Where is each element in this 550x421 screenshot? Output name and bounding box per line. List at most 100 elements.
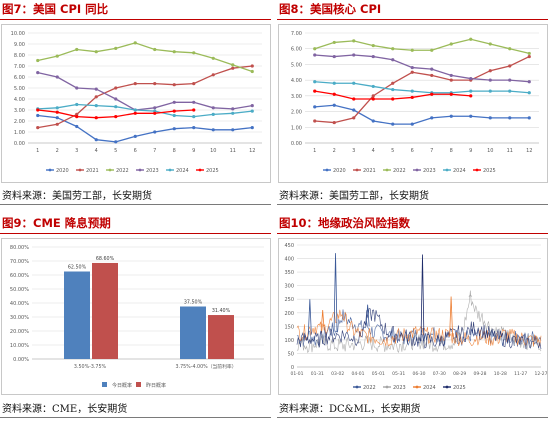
bar [92, 262, 118, 359]
data-point [250, 126, 254, 130]
data-point [352, 97, 356, 101]
data-point [332, 92, 336, 96]
data-label: 68.60% [96, 256, 115, 262]
data-point [231, 63, 235, 67]
legend-marker [108, 168, 112, 172]
data-point [352, 81, 356, 85]
data-point [94, 50, 98, 54]
y-tick-label: 3.00 [291, 94, 302, 100]
data-point [94, 87, 98, 91]
data-point [352, 108, 356, 112]
peak-spike [333, 253, 338, 332]
chart-title: 图9：CME 降息预期 [2, 216, 111, 230]
data-point [488, 69, 492, 73]
data-point [114, 86, 118, 90]
data-point [313, 105, 317, 109]
data-point [391, 47, 395, 51]
data-point [153, 47, 157, 52]
y-tick-label: 80.00% [10, 245, 29, 251]
data-point [114, 115, 118, 119]
source-note: 资料来源：DC&ML，长安期货 [279, 404, 421, 415]
data-point [250, 109, 254, 113]
series-line-2024 [314, 81, 530, 94]
legend-marker [415, 168, 419, 172]
legend-label: 2024 [453, 168, 466, 174]
data-point [36, 113, 40, 118]
data-point [133, 41, 137, 45]
legend-swatch [102, 382, 107, 387]
y-tick-label: 0.00 [291, 141, 302, 147]
data-label: 62.50% [68, 265, 87, 271]
data-point [94, 95, 98, 99]
data-point [114, 97, 118, 101]
chart-frame: 0.00 1.00 2.00 3.00 4.00 5.00 6.00 7.00 1 2 3 4 5 6 7 8… [278, 24, 548, 183]
peak-spike [468, 294, 473, 297]
data-point [192, 108, 196, 112]
y-tick-label: 1.00 [291, 125, 302, 131]
data-point [508, 64, 512, 68]
y-tick-label: 4.00 [291, 78, 302, 84]
legend-label: 2024 [423, 385, 436, 391]
y-tick-label: 1.00 [14, 130, 25, 136]
series-line-2023 [37, 71, 253, 111]
source-rule [277, 204, 548, 205]
data-point [250, 69, 254, 74]
data-point [192, 82, 196, 86]
data-point [410, 95, 414, 100]
data-point [172, 100, 176, 104]
legend-label: 2023 [393, 385, 406, 391]
x-tick-label: 2 [56, 148, 59, 154]
data-point [172, 127, 176, 131]
y-tick-label: 7.00 [14, 64, 25, 70]
x-tick-label: 1 [36, 148, 39, 154]
x-tick-label: 5 [391, 148, 394, 154]
title-rule [0, 19, 271, 20]
data-point [449, 42, 453, 46]
y-tick-label: 100 [284, 338, 294, 344]
data-point [153, 106, 157, 110]
legend-marker [198, 168, 202, 172]
peak-spike [449, 296, 454, 337]
series-line-2022 [37, 42, 253, 73]
data-point [313, 53, 317, 57]
data-point [371, 119, 375, 123]
data-point [391, 122, 395, 126]
x-tick-label: 4 [95, 148, 98, 154]
y-tick-label: 10.00 [11, 31, 25, 37]
data-point [211, 56, 215, 60]
bar [208, 315, 234, 359]
y-tick-label: 50 [288, 351, 294, 357]
x-tick-label: 10 [210, 148, 216, 154]
data-point [430, 116, 434, 120]
legend-label: 2020 [56, 168, 69, 174]
legend-label: 2025 [206, 168, 219, 174]
data-point [508, 89, 512, 93]
y-tick-label: 50.00% [10, 287, 29, 293]
series-line-2020 [37, 114, 253, 143]
series-line-2024 [296, 309, 542, 347]
y-tick-label: 2.00 [14, 119, 25, 125]
data-point [332, 103, 336, 107]
data-point [488, 42, 492, 46]
x-tick-label: 11-27 [514, 371, 527, 377]
data-point [527, 80, 531, 84]
legend-label: 2022 [116, 168, 129, 174]
source-note: 资料来源：美国劳工部，长安期货 [279, 191, 429, 202]
data-point [231, 128, 235, 132]
legend-label: 2025 [483, 168, 496, 174]
data-point [94, 116, 98, 120]
y-tick-label: 150 [284, 324, 294, 330]
x-tick-label: 9 [192, 148, 195, 154]
legend-label: 昨日概率 [146, 382, 166, 389]
data-point [371, 94, 375, 98]
data-point [172, 50, 176, 54]
legend-marker [445, 168, 449, 172]
data-point [172, 83, 176, 87]
data-point [469, 37, 473, 41]
data-point [153, 109, 157, 113]
data-point [527, 51, 531, 56]
legend-label: 2022 [393, 168, 406, 174]
series-line-2024 [37, 103, 253, 118]
y-tick-label: 7.00 [291, 31, 302, 37]
y-tick-label: 5.00 [291, 62, 302, 68]
